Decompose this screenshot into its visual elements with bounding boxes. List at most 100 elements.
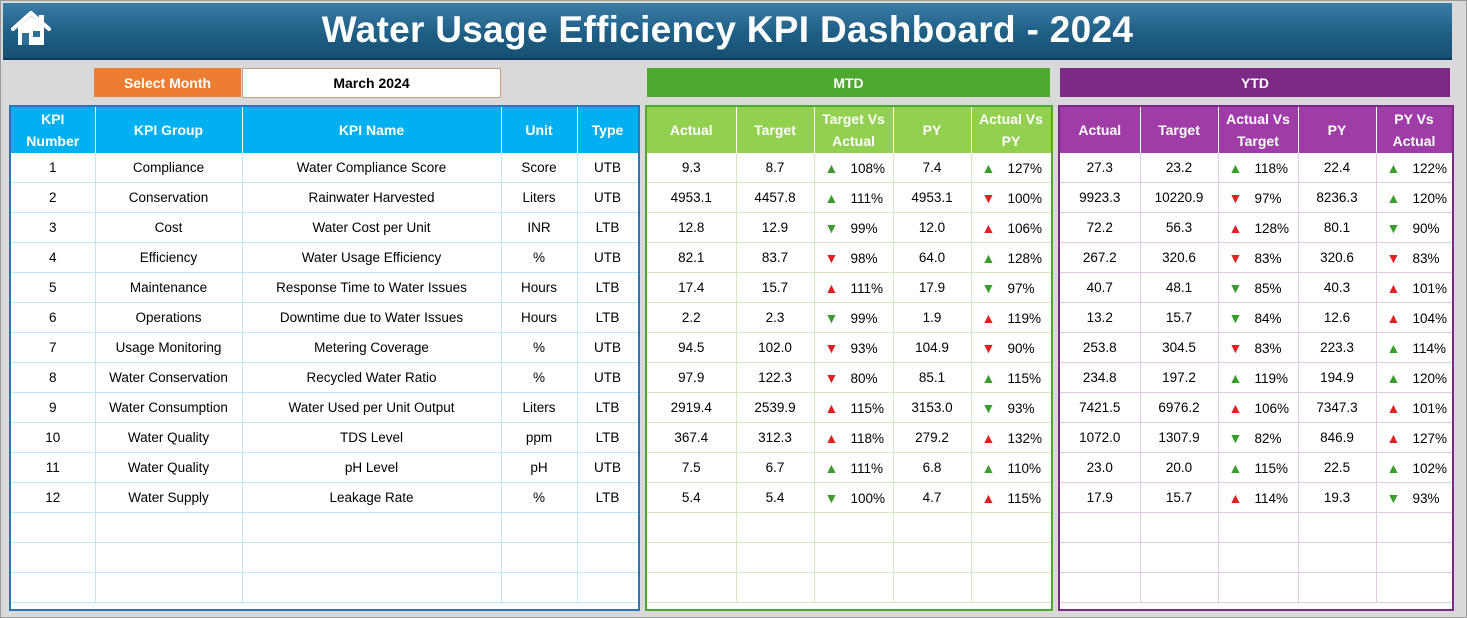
ytd-table: Actual Target Actual Vs Target PY PY Vs Actu… <box>1060 107 1452 603</box>
ytd-py: 12.6 <box>1298 302 1377 333</box>
arrow-down-icon: ▼ <box>1228 429 1243 446</box>
kpi-name: Response Time to Water Issues <box>242 272 502 303</box>
arrow-down-icon: ▼ <box>1228 249 1243 266</box>
kpi-header-1: KPI Group <box>95 107 243 153</box>
mtd-actual: 12.8 <box>647 212 737 243</box>
table-row: 27.3 23.2 ▲ 118% 22.4 ▲ 122% <box>1060 153 1452 183</box>
mtd-header-3: PY <box>893 107 972 153</box>
arrow-up-icon: ▲ <box>1228 399 1243 416</box>
ytd-actual-vs-target-value: 83% <box>1254 340 1282 356</box>
ytd-header-4: PY Vs Actual <box>1376 107 1452 153</box>
ytd-actual: 253.8 <box>1060 332 1141 363</box>
ytd-actual-vs-target: ▲ 106% <box>1218 392 1299 423</box>
empty-cell <box>1218 542 1299 573</box>
kpi-name: Water Used per Unit Output <box>242 392 502 423</box>
arrow-up-icon: ▲ <box>1386 429 1401 446</box>
arrow-up-icon: ▲ <box>981 159 996 176</box>
empty-cell <box>11 512 96 543</box>
ytd-actual-vs-target-value: 128% <box>1254 220 1290 236</box>
arrow-down-icon: ▼ <box>824 369 839 386</box>
ytd-actual: 1072.0 <box>1060 422 1141 453</box>
ytd-target: 23.2 <box>1140 153 1219 183</box>
mtd-target: 2.3 <box>736 302 815 333</box>
kpi-type: LTB <box>577 212 638 243</box>
ytd-py-vs-actual-value: 90% <box>1412 220 1440 236</box>
kpi-number: 8 <box>11 362 96 393</box>
table-row: 7.5 6.7 ▲ 111% 6.8 ▲ 110% <box>647 452 1051 483</box>
mtd-target-vs-actual: ▼ 98% <box>814 242 894 273</box>
empty-cell <box>577 572 638 603</box>
kpi-number: 1 <box>11 153 96 183</box>
empty-cell <box>242 572 502 603</box>
arrow-up-icon: ▲ <box>824 459 839 476</box>
ytd-py: 40.3 <box>1298 272 1377 303</box>
table-row: 82.1 83.7 ▼ 98% 64.0 ▲ 128% <box>647 242 1051 273</box>
kpi-unit: INR <box>501 212 578 243</box>
empty-cell <box>577 512 638 543</box>
arrow-up-icon: ▲ <box>824 429 839 446</box>
empty-cell <box>1140 542 1219 573</box>
arrow-up-icon: ▲ <box>981 219 996 236</box>
mtd-actual-vs-py-value: 100% <box>1007 190 1043 206</box>
arrow-up-icon: ▲ <box>1386 309 1401 326</box>
ytd-py-vs-actual: ▲ 120% <box>1376 182 1452 213</box>
mtd-target-vs-actual: ▼ 99% <box>814 302 894 333</box>
ytd-actual-vs-target-value: 118% <box>1254 160 1289 176</box>
ytd-actual-vs-target: ▲ 114% <box>1218 482 1299 513</box>
empty-row <box>647 512 1051 543</box>
mtd-actual-vs-py: ▲ 115% <box>971 482 1051 513</box>
arrow-up-icon: ▲ <box>1228 159 1243 176</box>
ytd-actual-vs-target-value: 115% <box>1254 460 1289 476</box>
mtd-target-vs-actual-value: 98% <box>850 250 878 266</box>
mtd-actual: 82.1 <box>647 242 737 273</box>
empty-cell <box>971 542 1051 573</box>
ytd-actual: 267.2 <box>1060 242 1141 273</box>
table-row: 3 Cost Water Cost per Unit INR LTB <box>11 212 638 243</box>
mtd-target: 2539.9 <box>736 392 815 423</box>
ytd-actual-vs-target: ▲ 118% <box>1218 153 1299 183</box>
table-row: 10 Water Quality TDS Level ppm LTB <box>11 422 638 453</box>
mtd-actual-vs-py-value: 115% <box>1007 490 1042 506</box>
ytd-actual-vs-target-value: 83% <box>1254 250 1282 266</box>
mtd-target-vs-actual-value: 111% <box>850 460 884 476</box>
empty-cell <box>242 512 502 543</box>
empty-cell <box>893 512 972 543</box>
ytd-py: 22.4 <box>1298 153 1377 183</box>
mtd-py: 279.2 <box>893 422 972 453</box>
empty-cell <box>11 542 96 573</box>
ytd-py-vs-actual: ▲ 120% <box>1376 362 1452 393</box>
ytd-py-vs-actual: ▲ 122% <box>1376 153 1452 183</box>
kpi-type: UTB <box>577 182 638 213</box>
empty-cell <box>95 512 243 543</box>
mtd-target: 8.7 <box>736 153 815 183</box>
ytd-py-vs-actual: ▲ 101% <box>1376 392 1452 423</box>
table-row: 72.2 56.3 ▲ 128% 80.1 ▼ 90% <box>1060 212 1452 243</box>
ytd-py-vs-actual: ▲ 104% <box>1376 302 1452 333</box>
empty-cell <box>1140 572 1219 603</box>
ytd-actual: 17.9 <box>1060 482 1141 513</box>
arrow-up-icon: ▲ <box>981 369 996 386</box>
mtd-py: 12.0 <box>893 212 972 243</box>
month-dropdown[interactable]: March 2024 <box>242 68 501 98</box>
kpi-name: Recycled Water Ratio <box>242 362 502 393</box>
kpi-name: Water Cost per Unit <box>242 212 502 243</box>
kpi-number: 2 <box>11 182 96 213</box>
mtd-actual-vs-py-value: 128% <box>1007 250 1043 266</box>
ytd-actual-vs-target-value: 85% <box>1254 280 1282 296</box>
empty-cell <box>814 512 894 543</box>
ytd-py: 19.3 <box>1298 482 1377 513</box>
arrow-down-icon: ▼ <box>1386 219 1401 236</box>
home-icon[interactable] <box>9 9 53 49</box>
mtd-panel: Actual Target Target Vs Actual PY Actual Vs … <box>645 105 1053 611</box>
arrow-down-icon: ▼ <box>824 489 839 506</box>
select-month-label: Select Month <box>94 68 241 97</box>
kpi-type: LTB <box>577 392 638 423</box>
ytd-target: 6976.2 <box>1140 392 1219 423</box>
kpi-group: Efficiency <box>95 242 243 273</box>
kpi-unit: ppm <box>501 422 578 453</box>
ytd-target: 48.1 <box>1140 272 1219 303</box>
arrow-up-icon: ▲ <box>1386 369 1401 386</box>
kpi-group: Compliance <box>95 153 243 183</box>
ytd-py-vs-actual: ▲ 127% <box>1376 422 1452 453</box>
arrow-down-icon: ▼ <box>981 189 996 206</box>
